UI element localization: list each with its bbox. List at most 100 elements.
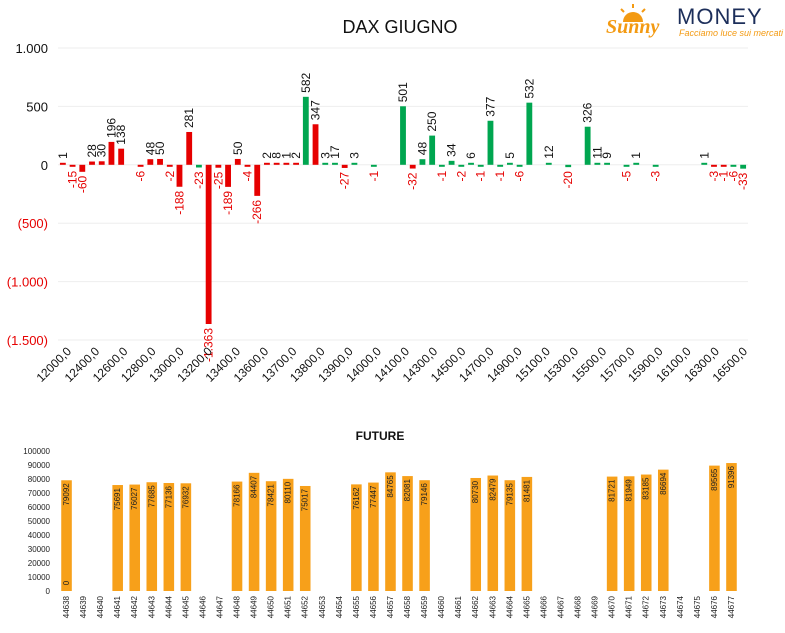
dax-bar	[312, 124, 319, 165]
dax-data-label: 250	[425, 111, 439, 131]
dax-bar	[215, 164, 222, 168]
y-tick-label: 1.000	[15, 41, 48, 56]
dax-bar	[244, 164, 251, 167]
future-x-tick-label: 44645	[181, 595, 190, 618]
dax-data-label: 50	[231, 141, 245, 155]
future-bar	[129, 484, 141, 591]
future-x-tick-label: 44665	[522, 595, 531, 618]
future-x-tick-label: 44647	[215, 595, 224, 618]
dax-bar	[594, 162, 601, 165]
dax-bar	[264, 162, 270, 165]
dax-bar	[293, 162, 300, 165]
dax-bar	[711, 164, 717, 167]
dax-bar	[740, 164, 747, 169]
logo-sunny-text: Sunny	[606, 16, 659, 38]
dax-bar	[701, 162, 708, 165]
future-x-tick-label: 44659	[420, 595, 429, 618]
future-x-tick-label: 44667	[556, 595, 565, 618]
future-y-tick-label: 0	[46, 587, 51, 596]
future-x-tick-label: 44672	[642, 595, 651, 618]
future-x-tick-label: 44673	[659, 595, 668, 618]
dax-bar	[332, 162, 338, 165]
dax-bar	[79, 164, 86, 172]
dax-bar	[409, 164, 416, 169]
future-y-tick-label: 80000	[28, 475, 51, 484]
dax-bar	[623, 164, 630, 167]
future-bar	[265, 481, 277, 591]
dax-data-label: -6	[134, 170, 148, 181]
dax-bar	[487, 120, 494, 165]
future-bar	[419, 480, 430, 591]
dax-bar	[147, 159, 154, 165]
dax-bar	[166, 164, 173, 167]
dax-data-label: -60	[75, 175, 89, 193]
future-bar	[623, 476, 635, 591]
future-x-tick-label: 44676	[710, 595, 719, 618]
dax-bar	[633, 162, 640, 165]
future-x-tick-label: 44642	[130, 595, 139, 618]
future-data-label: 75691	[113, 487, 122, 510]
future-bar	[385, 472, 396, 591]
future-x-tick-label: 44674	[676, 595, 685, 618]
future-bar	[470, 477, 482, 591]
future-data-label: 79092	[62, 483, 71, 506]
dax-data-label: 50	[153, 141, 167, 155]
dax-data-label: -1.363	[202, 328, 216, 362]
future-x-tick-label: 44661	[454, 595, 463, 618]
future-x-tick-label: 44670	[608, 595, 617, 618]
dax-bar	[59, 162, 66, 165]
future-chart-data-labels: 79092 75691 76027 77685 77136 76932 78166 84407…	[62, 465, 736, 585]
future-x-tick-label: 44660	[437, 595, 446, 618]
future-x-tick-label: 44640	[96, 595, 105, 618]
future-data-label: 82081	[403, 479, 412, 502]
future-data-label: 89565	[710, 468, 719, 491]
future-x-tick-label: 44669	[591, 595, 600, 618]
dax-data-label: 17	[328, 145, 342, 159]
dax-bar	[137, 164, 144, 167]
future-data-label: 82479	[488, 478, 497, 501]
dax-data-label: -25	[211, 171, 225, 189]
future-bar	[299, 485, 311, 591]
future-bar	[657, 469, 669, 591]
dax-data-label: -1	[717, 170, 731, 181]
dax-data-label: 196	[104, 118, 118, 138]
dax-data-label: -15	[66, 170, 80, 188]
future-bar	[112, 485, 123, 591]
future-x-tick-label: 44675	[693, 595, 702, 618]
dax-bar	[176, 164, 183, 187]
dax-data-label: 3	[318, 152, 332, 159]
dax-data-label: -33	[736, 172, 750, 190]
dax-bar	[516, 164, 523, 167]
dax-bar	[565, 164, 572, 168]
dax-bar	[186, 131, 193, 165]
dax-data-label: -1	[435, 170, 449, 181]
dax-data-label: 532	[522, 78, 536, 98]
future-data-label: 76162	[352, 487, 361, 510]
y-tick-label: 500	[26, 99, 48, 114]
future-bar	[709, 465, 720, 591]
dax-data-label: -2	[163, 170, 177, 181]
dax-data-label: 281	[182, 108, 196, 128]
future-bar	[146, 482, 158, 591]
future-x-tick-label: 44658	[403, 595, 412, 618]
future-x-tick-label: 44657	[386, 595, 395, 618]
dax-bar	[477, 164, 484, 167]
logo-money-text: MONEY	[677, 4, 763, 29]
future-bar	[726, 463, 737, 591]
dax-data-label: -20	[561, 171, 575, 189]
future-bar	[402, 476, 413, 591]
future-y-tick-label: 40000	[28, 531, 51, 540]
dax-data-label: 138	[114, 124, 128, 144]
dax-data-label: 347	[309, 100, 323, 120]
dax-data-label: 1	[56, 152, 70, 159]
dax-bar	[400, 106, 406, 165]
dax-data-label: -6	[726, 170, 740, 181]
future-data-label: 78166	[233, 484, 242, 507]
main-chart-bars	[59, 96, 747, 324]
dax-bar	[351, 162, 358, 165]
dax-bar	[69, 164, 76, 167]
dax-data-label: 582	[299, 72, 313, 92]
sunny-money-logo: Sunny MONEY Facciamo luce sui mercati	[606, 4, 784, 38]
future-x-tick-label: 44644	[164, 595, 173, 618]
future-data-label: 81949	[625, 479, 634, 502]
